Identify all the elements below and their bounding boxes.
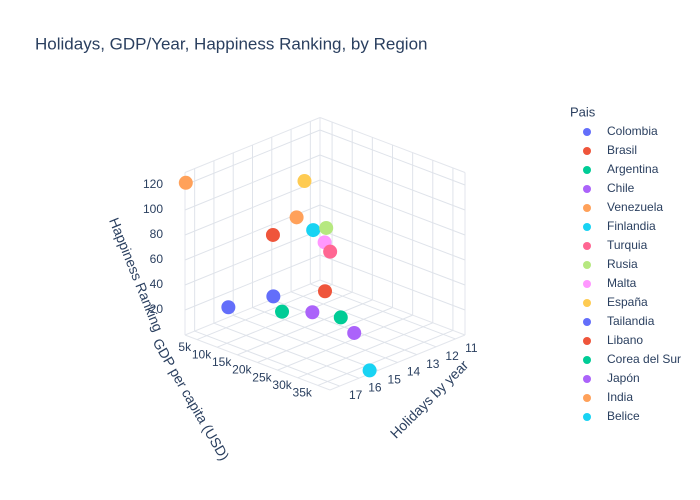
legend-marker bbox=[583, 128, 591, 136]
legend-label: Brasil bbox=[607, 143, 637, 157]
legend-marker bbox=[583, 356, 591, 364]
data-point bbox=[318, 284, 332, 299]
data-point bbox=[221, 300, 236, 315]
data-point bbox=[297, 174, 312, 189]
x-tick-label: 14 bbox=[407, 365, 421, 379]
legend-label: Finlandia bbox=[607, 219, 656, 233]
grid-line bbox=[217, 291, 353, 348]
data-point bbox=[347, 325, 362, 340]
x-tick-label: 13 bbox=[426, 357, 440, 371]
grid-line bbox=[184, 254, 321, 311]
z-tick-label: 80 bbox=[150, 227, 164, 241]
legend-marker bbox=[583, 394, 591, 402]
grid-line bbox=[257, 307, 393, 363]
data-point bbox=[266, 289, 281, 304]
grid-line bbox=[319, 254, 466, 311]
data-point bbox=[333, 310, 348, 325]
y-tick-label: 25k bbox=[252, 370, 272, 384]
chart-title: Holidays, GDP/Year, Happiness Ranking, b… bbox=[35, 34, 427, 53]
legend-label: Libano bbox=[607, 333, 643, 347]
legend-marker bbox=[583, 261, 591, 269]
y-tick-label: 5k bbox=[178, 340, 192, 354]
grid-line bbox=[319, 154, 466, 211]
legend-marker bbox=[583, 242, 591, 250]
data-point bbox=[275, 304, 290, 319]
legend-label: Turquia bbox=[607, 238, 648, 252]
grid-line bbox=[277, 314, 413, 371]
y-tick-label: 15k bbox=[212, 355, 232, 369]
data-point bbox=[319, 220, 334, 235]
legend-marker bbox=[583, 185, 591, 193]
x-tick-label: 15 bbox=[388, 373, 402, 387]
data-point bbox=[178, 175, 193, 190]
grid-line bbox=[319, 129, 466, 186]
legend: Colombia Brasil Argentina Chile Venezuela Fin… bbox=[583, 124, 681, 423]
y-tick-label: 10k bbox=[192, 347, 212, 361]
y-tick-label: 30k bbox=[272, 378, 292, 392]
grid-line bbox=[317, 329, 454, 386]
legend-marker bbox=[583, 375, 591, 383]
y-tick-label: 35k bbox=[293, 386, 313, 400]
grid-line bbox=[319, 179, 466, 236]
x-tick-label: 17 bbox=[349, 388, 363, 402]
grid-line bbox=[184, 129, 321, 186]
legend-marker bbox=[583, 299, 591, 307]
z-tick-label: 100 bbox=[143, 202, 163, 216]
z-tick-label: 60 bbox=[150, 252, 164, 266]
legend-label: Belice bbox=[607, 409, 640, 423]
legend-label: Argentina bbox=[607, 162, 659, 176]
legend-marker bbox=[583, 147, 591, 155]
y-tick-label: 20k bbox=[232, 363, 252, 377]
legend-marker bbox=[583, 280, 591, 288]
legend-label: Tailandia bbox=[607, 314, 655, 328]
legend-label: Venezuela bbox=[607, 200, 663, 214]
legend-marker bbox=[583, 337, 591, 345]
legend-marker bbox=[583, 204, 591, 212]
legend-marker bbox=[583, 166, 591, 174]
legend-label: España bbox=[607, 295, 648, 309]
grid-line bbox=[184, 154, 321, 211]
legend-marker bbox=[583, 223, 591, 231]
z-tick-label: 40 bbox=[150, 277, 164, 291]
grid-line bbox=[184, 179, 321, 236]
data-point bbox=[265, 227, 280, 242]
z-tick-label: 20 bbox=[150, 302, 164, 316]
legend-label: Corea del Sur bbox=[607, 352, 681, 366]
grid-line bbox=[196, 284, 333, 341]
x-tick-label: 12 bbox=[445, 349, 459, 363]
x-tick-label: 11 bbox=[465, 341, 478, 355]
grid-line bbox=[184, 229, 321, 286]
legend-marker bbox=[583, 413, 591, 421]
legend-marker bbox=[583, 318, 591, 326]
legend-label: Chile bbox=[607, 181, 635, 195]
legend-label: Colombia bbox=[607, 124, 658, 138]
legend-label: Rusia bbox=[607, 257, 638, 271]
data-point bbox=[362, 363, 377, 378]
z-tick-label: 120 bbox=[143, 177, 163, 191]
grid-line bbox=[237, 299, 373, 356]
data-point bbox=[306, 223, 321, 238]
legend-label: Malta bbox=[607, 276, 637, 290]
grid-line bbox=[297, 322, 433, 379]
grid-line bbox=[319, 204, 466, 261]
legend-label: Japón bbox=[607, 371, 640, 385]
legend-label: India bbox=[607, 390, 633, 404]
data-point bbox=[289, 210, 304, 225]
x-tick-label: 16 bbox=[368, 380, 382, 394]
legend-title: Pais bbox=[570, 104, 596, 119]
data-point bbox=[305, 305, 320, 320]
data-point bbox=[323, 244, 338, 259]
grid-line bbox=[319, 229, 466, 286]
